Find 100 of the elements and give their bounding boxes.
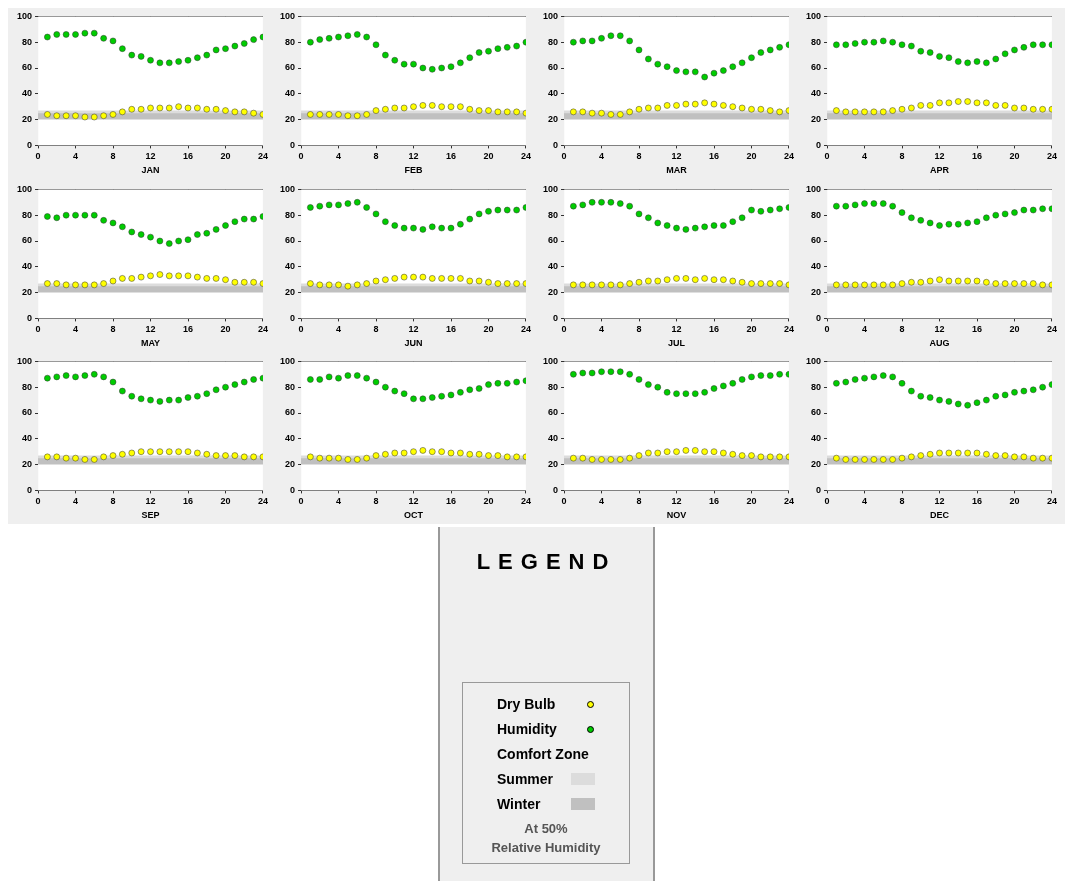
point	[945, 54, 953, 61]
point	[767, 206, 774, 213]
point	[776, 371, 783, 378]
x-tick-label: 4	[599, 496, 605, 507]
point	[673, 67, 680, 74]
point	[44, 212, 51, 220]
point	[109, 277, 117, 284]
point	[438, 103, 445, 110]
x-tick-label: 20	[746, 496, 757, 507]
point	[175, 237, 182, 244]
point	[466, 106, 473, 113]
x-axis-title: JAN	[141, 165, 160, 176]
x-tick-label: 16	[182, 496, 194, 507]
point	[241, 453, 248, 461]
point	[1001, 452, 1009, 460]
point	[983, 278, 990, 286]
x-tick-label: 8	[636, 496, 642, 507]
point	[598, 368, 605, 376]
point	[757, 279, 765, 287]
point	[147, 448, 154, 456]
point	[917, 393, 925, 400]
point	[898, 41, 906, 49]
point	[983, 59, 990, 67]
point	[964, 98, 971, 105]
point	[147, 57, 154, 64]
point	[617, 111, 624, 118]
point	[363, 33, 370, 41]
y-tick-label: 20	[811, 114, 822, 125]
point	[1011, 279, 1018, 287]
point	[212, 274, 220, 282]
point	[513, 206, 520, 213]
point	[203, 229, 210, 237]
y-tick-label: 60	[811, 235, 822, 246]
point	[889, 373, 896, 381]
point	[635, 376, 643, 384]
y-tick-label: 60	[285, 62, 296, 73]
point	[645, 55, 652, 63]
point	[757, 207, 765, 215]
point	[175, 58, 182, 65]
point	[598, 35, 605, 42]
point	[109, 37, 117, 45]
point	[128, 51, 136, 59]
x-tick-label: 8	[899, 496, 905, 507]
y-tick-label: 80	[22, 382, 33, 393]
point	[663, 276, 671, 283]
x-tick-label: 24	[1046, 323, 1057, 334]
point	[588, 370, 596, 377]
x-tick-label: 4	[599, 323, 605, 334]
point	[203, 274, 210, 282]
point	[62, 372, 70, 380]
point	[757, 372, 765, 380]
point	[955, 277, 962, 284]
point	[870, 38, 878, 46]
point	[335, 111, 342, 118]
point	[250, 36, 257, 43]
point	[325, 111, 333, 118]
point	[936, 99, 943, 107]
point	[447, 392, 455, 399]
x-tick-label: 16	[971, 151, 983, 162]
y-tick-label: 20	[22, 114, 33, 125]
point	[325, 281, 333, 288]
y-tick-label: 0	[290, 485, 296, 496]
point	[710, 385, 718, 393]
point	[231, 381, 239, 389]
point	[231, 108, 239, 116]
point	[720, 276, 727, 283]
point	[410, 60, 417, 68]
point	[1030, 279, 1037, 287]
point	[504, 279, 511, 287]
point	[62, 455, 70, 462]
point	[91, 371, 98, 378]
point	[203, 106, 210, 113]
point	[598, 456, 605, 464]
y-tick-label: 20	[548, 114, 559, 125]
point	[898, 209, 906, 216]
point	[363, 279, 370, 287]
point	[81, 113, 89, 121]
x-tick-label: 8	[899, 151, 905, 162]
point	[325, 373, 333, 381]
point	[738, 278, 746, 286]
y-tick-label: 20	[22, 459, 33, 470]
x-axis-title: AUG	[929, 337, 950, 348]
point	[156, 270, 164, 278]
point	[889, 202, 896, 210]
point	[354, 456, 361, 464]
point	[870, 456, 878, 464]
x-axis-title: JUL	[668, 337, 686, 348]
point	[598, 198, 605, 206]
point	[926, 219, 934, 226]
point	[710, 69, 718, 77]
point	[729, 218, 736, 225]
point	[250, 453, 257, 461]
point	[307, 376, 314, 384]
point	[147, 104, 154, 112]
y-tick-label: 0	[27, 312, 33, 323]
point	[936, 450, 943, 457]
x-tick-label: 20	[483, 496, 494, 507]
point	[945, 450, 953, 457]
point	[1030, 455, 1037, 462]
x-tick-label: 0	[824, 151, 830, 162]
